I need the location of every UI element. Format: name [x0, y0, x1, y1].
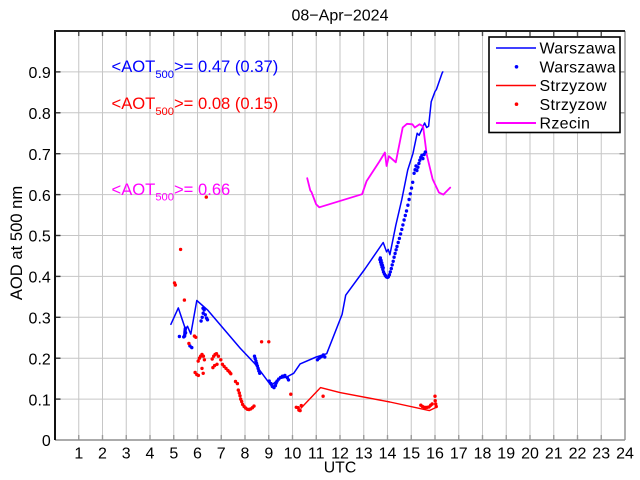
svg-text:0.2: 0.2 [29, 351, 51, 368]
svg-text:8: 8 [241, 446, 250, 463]
svg-text:0: 0 [42, 433, 51, 450]
svg-text:7: 7 [217, 446, 226, 463]
svg-text:3: 3 [122, 446, 131, 463]
svg-text:AOD at 500 nm: AOD at 500 nm [7, 186, 26, 300]
svg-text:18: 18 [474, 446, 492, 463]
svg-text:Strzyzow: Strzyzow [540, 97, 607, 114]
svg-text:4: 4 [146, 446, 155, 463]
svg-text:<AOT500>= 0.08 (0.15): <AOT500>= 0.08 (0.15) [112, 94, 279, 118]
svg-text:10: 10 [284, 446, 302, 463]
svg-text:24: 24 [616, 446, 634, 463]
svg-text:5: 5 [169, 446, 178, 463]
svg-text:UTC: UTC [324, 460, 356, 477]
svg-text:0.5: 0.5 [29, 229, 51, 246]
svg-text:6: 6 [193, 446, 202, 463]
svg-text:9: 9 [264, 446, 273, 463]
svg-text:16: 16 [426, 446, 444, 463]
svg-text:08−Apr−2024: 08−Apr−2024 [292, 7, 389, 24]
svg-text:Strzyzow: Strzyzow [540, 78, 607, 95]
svg-text:19: 19 [497, 446, 515, 463]
svg-text:20: 20 [521, 446, 539, 463]
svg-text:13: 13 [355, 446, 373, 463]
svg-text:0.8: 0.8 [29, 106, 51, 123]
svg-text:Warszawa: Warszawa [540, 59, 617, 76]
svg-text:0.7: 0.7 [29, 147, 51, 164]
svg-text:12: 12 [331, 446, 349, 463]
svg-text:Warszawa: Warszawa [540, 41, 617, 58]
svg-text:<AOT500>= 0.47 (0.37): <AOT500>= 0.47 (0.37) [112, 57, 279, 81]
svg-text:21: 21 [545, 446, 563, 463]
svg-text:1: 1 [74, 446, 83, 463]
svg-text:<AOT500>= 0.66: <AOT500>= 0.66 [112, 180, 231, 204]
svg-text:Rzecin: Rzecin [540, 116, 591, 133]
svg-text:14: 14 [379, 446, 397, 463]
svg-text:22: 22 [569, 446, 587, 463]
svg-text:15: 15 [402, 446, 420, 463]
svg-text:0.3: 0.3 [29, 311, 51, 328]
svg-text:23: 23 [592, 446, 610, 463]
svg-text:0.6: 0.6 [29, 188, 51, 205]
svg-text:17: 17 [450, 446, 468, 463]
svg-text:0.9: 0.9 [29, 65, 51, 82]
svg-text:11: 11 [308, 446, 325, 463]
svg-text:0.4: 0.4 [29, 270, 51, 287]
svg-text:2: 2 [98, 446, 107, 463]
svg-text:0.1: 0.1 [29, 392, 51, 409]
